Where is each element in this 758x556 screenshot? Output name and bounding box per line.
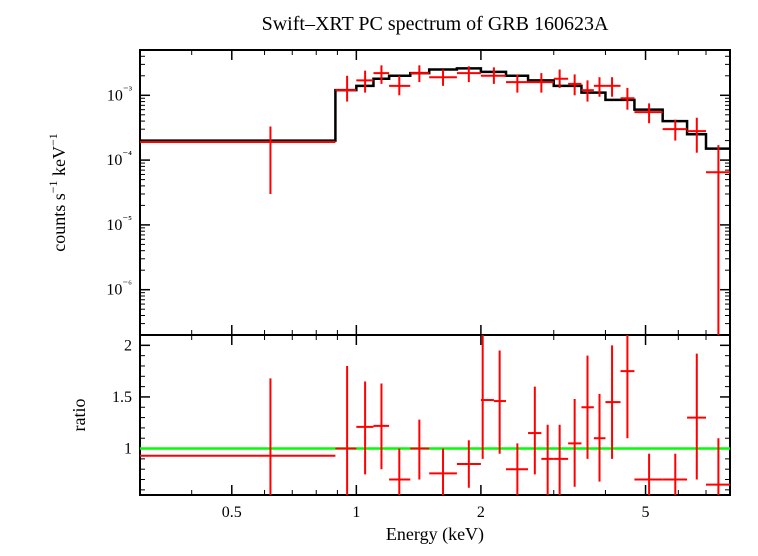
y-top-tick-label: 10⁻⁶ [106, 279, 132, 299]
x-tick-label: 2 [477, 504, 485, 521]
chart-svg: Swift–XRT PC spectrum of GRB 160623A 0.5 1… [0, 0, 758, 556]
x-tick-label: 5 [642, 504, 650, 521]
top-panel-content [140, 65, 730, 335]
y-top-tick-label: 10⁻⁵ [106, 214, 132, 234]
top-panel-frame [140, 50, 730, 335]
y-top-axis-label: counts s−1 keV−1 [46, 133, 69, 252]
x-tick-label: 1 [352, 504, 360, 521]
model-step-line [140, 68, 730, 148]
x-axis-label: Energy (keV) [386, 524, 484, 545]
y-bot-tick-label: 1 [124, 441, 132, 458]
chart-title: Swift–XRT PC spectrum of GRB 160623A [262, 13, 609, 35]
y-bot-tick-label: 2 [124, 337, 132, 354]
bottom-panel-content [140, 335, 730, 531]
y-bot-axis-label: ratio [69, 399, 89, 432]
y-top-tick-label: 10⁻⁴ [106, 149, 132, 169]
y-top-tick-label: 10⁻³ [107, 84, 133, 104]
x-tick-label: 0.5 [222, 504, 242, 521]
y-bot-tick-label: 1.5 [112, 389, 132, 406]
bottom-panel-frame [140, 335, 730, 495]
spectrum-figure: Swift–XRT PC spectrum of GRB 160623A 0.5 1… [0, 0, 758, 556]
